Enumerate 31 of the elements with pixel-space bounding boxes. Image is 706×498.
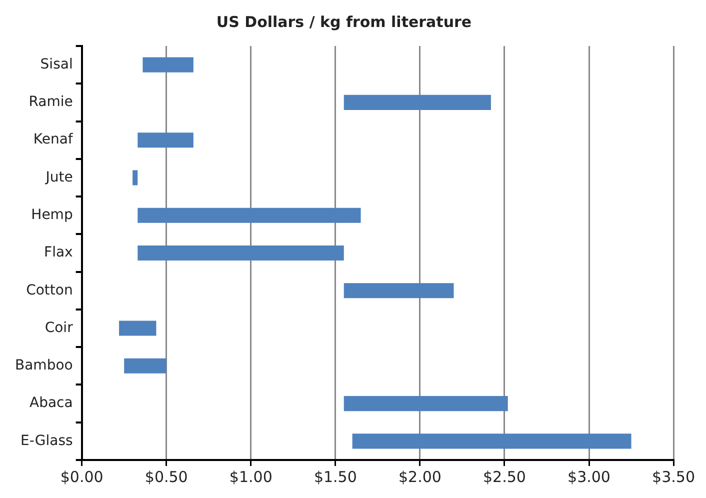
- y-tick-label: Abaca: [30, 395, 73, 412]
- bar: [119, 320, 156, 336]
- bar: [124, 358, 166, 374]
- y-tick-label: Coir: [44, 320, 74, 336]
- y-tick-label: Hemp: [31, 207, 73, 224]
- x-tick-label: $0.50: [144, 468, 188, 486]
- x-tick-label: $2.50: [483, 468, 526, 486]
- x-tick-label: $3.50: [652, 468, 696, 486]
- y-tick-label: Ramie: [28, 94, 73, 110]
- y-tick-label: Jute: [44, 169, 73, 186]
- chart-title: US Dollars / kg from literature: [216, 12, 472, 31]
- x-tick-label: $3.00: [568, 468, 610, 486]
- x-tick-label: $2.00: [398, 468, 442, 486]
- y-tick-label: Flax: [44, 244, 73, 261]
- y-tick-label: Sisal: [40, 56, 73, 72]
- y-tick-label: E-Glass: [20, 432, 73, 449]
- bar: [344, 283, 454, 298]
- y-tick-label: Kenaf: [33, 132, 74, 148]
- x-tick-label: $1.50: [314, 468, 357, 486]
- bar: [138, 208, 361, 223]
- bar: [344, 396, 508, 412]
- bar: [138, 132, 194, 148]
- bar: [132, 170, 138, 186]
- y-tick-label: Bamboo: [14, 358, 73, 374]
- x-tick-label: $1.00: [229, 468, 272, 486]
- bar: [352, 434, 632, 449]
- bar: [138, 245, 344, 261]
- bar: [344, 94, 491, 110]
- y-tick-label: Cotton: [26, 282, 73, 298]
- x-tick-label: $0.00: [60, 468, 104, 486]
- bar: [142, 57, 194, 72]
